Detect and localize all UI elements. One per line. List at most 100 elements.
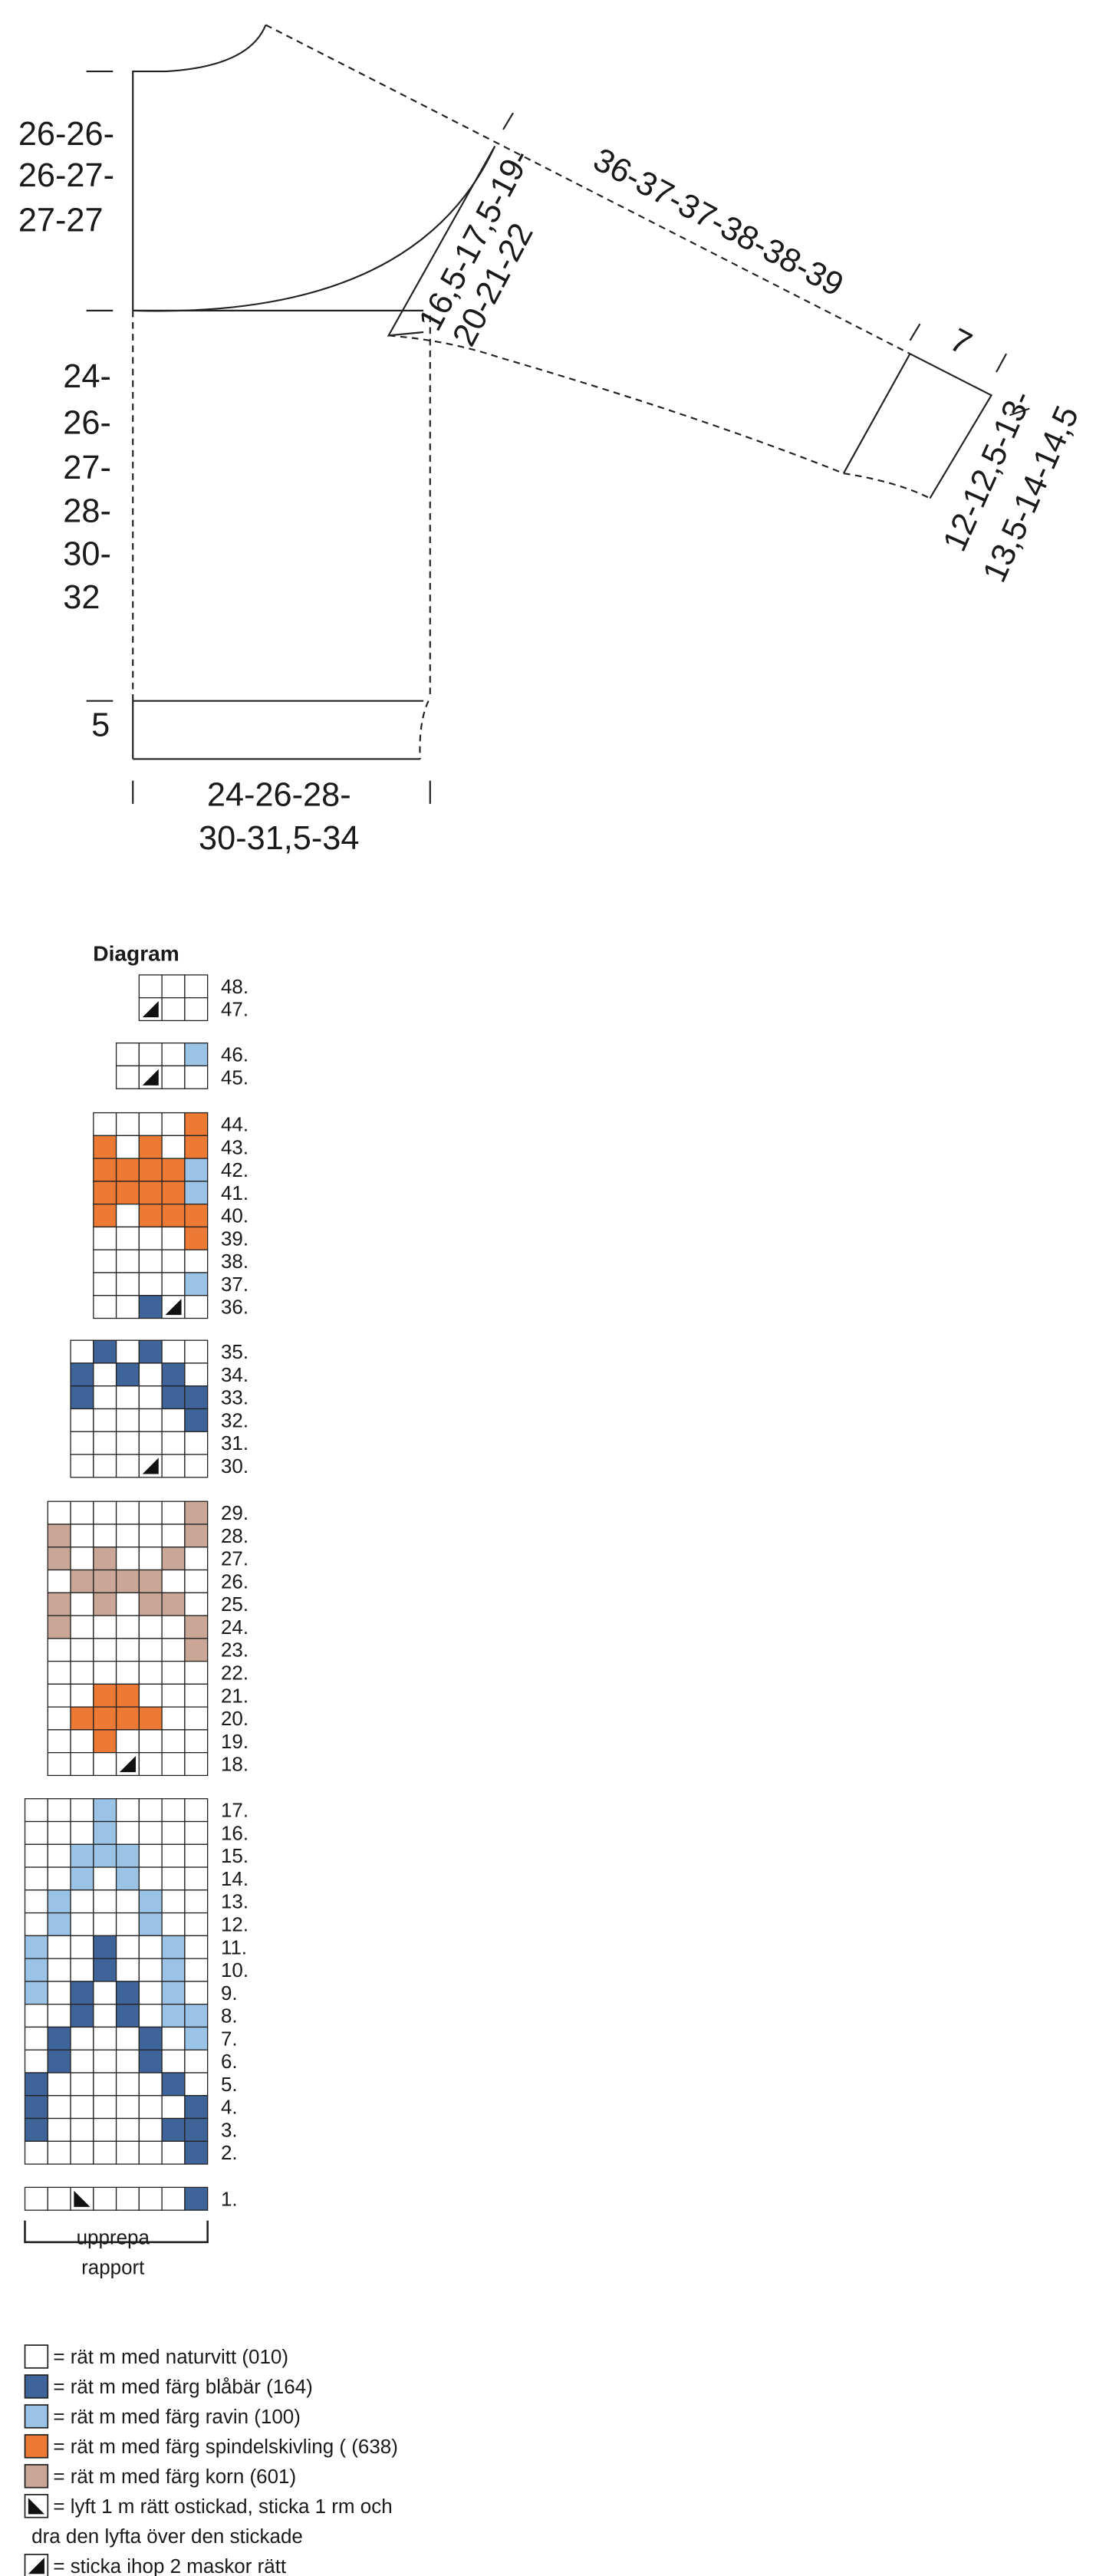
stitch-cell — [93, 2095, 117, 2120]
stitch-cell — [138, 1752, 163, 1777]
stitch-cell — [184, 1912, 209, 1937]
stitch-cell — [115, 2026, 140, 2051]
stitch-cell — [138, 1958, 163, 1982]
stitch-cell — [138, 1500, 163, 1525]
stitch-cell — [47, 1798, 71, 1823]
body-length: 27- — [63, 450, 111, 486]
stitch-cell — [138, 1660, 163, 1685]
stitch-cell — [47, 1729, 71, 1754]
row-label: 38. — [221, 1250, 248, 1273]
stitch-cell — [24, 2140, 48, 2165]
stitch-cell — [115, 1706, 140, 1731]
cuff-bottom — [843, 472, 930, 499]
row-label: 33. — [221, 1386, 248, 1409]
legend-swatch — [24, 2374, 49, 2399]
stitch-cell — [138, 1683, 163, 1708]
stitch-cell — [93, 1135, 117, 1159]
stitch-cell — [184, 1683, 209, 1708]
stitch-cell — [93, 1112, 117, 1137]
stitch-cell — [93, 1981, 117, 2005]
stitch-cell — [184, 2095, 209, 2120]
stitch-cell — [93, 1204, 117, 1228]
row-label: 2. — [221, 2141, 238, 2164]
row-label: 43. — [221, 1135, 248, 1158]
stitch-cell — [70, 1454, 94, 1478]
cuff-outline — [909, 353, 993, 499]
sleeve-top — [265, 24, 910, 355]
stitch-cell — [161, 1181, 186, 1205]
stitch-cell — [93, 1226, 117, 1250]
stitch-cell — [184, 1385, 209, 1410]
row-label: 21. — [221, 1684, 248, 1707]
stitch-cell — [70, 1660, 94, 1685]
stitch-cell — [70, 1889, 94, 1914]
stitch-cell — [115, 1660, 140, 1685]
stitch-cell — [161, 974, 186, 999]
stitch-cell — [115, 1272, 140, 1296]
stitch-cell — [93, 1295, 117, 1319]
stitch-cell — [47, 1935, 71, 1959]
stitch-cell — [24, 2095, 48, 2120]
stitch-cell — [70, 1408, 94, 1432]
legend-text: = sticka ihop 2 maskor rätt — [53, 2555, 287, 2576]
row-label: 22. — [221, 1662, 248, 1685]
stitch-cell — [184, 1752, 209, 1777]
stitch-cell — [70, 1339, 94, 1364]
stitch-cell — [93, 1249, 117, 1273]
row-label: 12. — [221, 1913, 248, 1936]
stitch-cell — [161, 2140, 186, 2165]
repeat-label: rapport — [81, 2255, 145, 2278]
legend-text: = rät m med färg spindelskivling ( (638) — [53, 2435, 398, 2458]
stitch-cell — [115, 1958, 140, 1982]
stitch-cell — [161, 1729, 186, 1754]
row-label: 26. — [221, 1570, 248, 1593]
stitch-cell — [47, 1615, 71, 1639]
row-label: 13. — [221, 1890, 248, 1913]
row-label: 16. — [221, 1821, 248, 1844]
stitch-cell — [184, 1112, 209, 1137]
stitch-cell — [47, 1683, 71, 1708]
stitch-cell — [184, 1638, 209, 1662]
stitch-cell — [70, 1385, 94, 1410]
stitch-cell — [47, 1843, 71, 1868]
stitch-cell — [70, 1843, 94, 1868]
stitch-cell — [115, 1500, 140, 1525]
stitch-cell — [184, 1569, 209, 1593]
stitch-cell — [115, 1226, 140, 1250]
legend-text: = lyft 1 m rätt ostickad, sticka 1 rm oc… — [53, 2495, 392, 2518]
row-label: 23. — [221, 1639, 248, 1662]
row-label: 28. — [221, 1524, 248, 1547]
stitch-cell — [184, 1981, 209, 2005]
stitch-cell — [115, 1043, 140, 1067]
stitch-cell — [70, 1958, 94, 1982]
stitch-cell — [184, 1524, 209, 1548]
stitch-cell — [161, 1249, 186, 1273]
stitch-cell — [161, 2186, 186, 2211]
stitch-cell — [47, 1981, 71, 2005]
stitch-cell — [161, 1706, 186, 1731]
stitch-cell — [47, 1958, 71, 1982]
stitch-cell — [184, 1843, 209, 1868]
stitch-cell — [93, 2186, 117, 2211]
stitch-cell — [161, 1112, 186, 1137]
stitch-cell — [47, 1706, 71, 1731]
stitch-cell — [138, 1889, 163, 1914]
stitch-cell — [93, 1615, 117, 1639]
stitch-cell — [70, 1547, 94, 1571]
stitch-cell — [115, 1181, 140, 1205]
stitch-cell — [47, 2049, 71, 2074]
stitch-cell — [138, 1912, 163, 1937]
stitch-cell — [115, 1158, 140, 1182]
stitch-cell — [115, 1843, 140, 1868]
stitch-cell — [138, 1431, 163, 1455]
row-label: 41. — [221, 1181, 248, 1204]
body-length: 24- — [63, 358, 111, 395]
stitch-cell — [115, 1592, 140, 1616]
legend-text: = rät m med färg blåbär (164) — [53, 2375, 312, 2398]
stitch-cell — [93, 1431, 117, 1455]
stitch-cell — [93, 1866, 117, 1891]
stitch-cell — [93, 1958, 117, 1982]
stitch-cell — [161, 1135, 186, 1159]
stitch-cell — [93, 1638, 117, 1662]
stitch-cell — [24, 1935, 48, 1959]
